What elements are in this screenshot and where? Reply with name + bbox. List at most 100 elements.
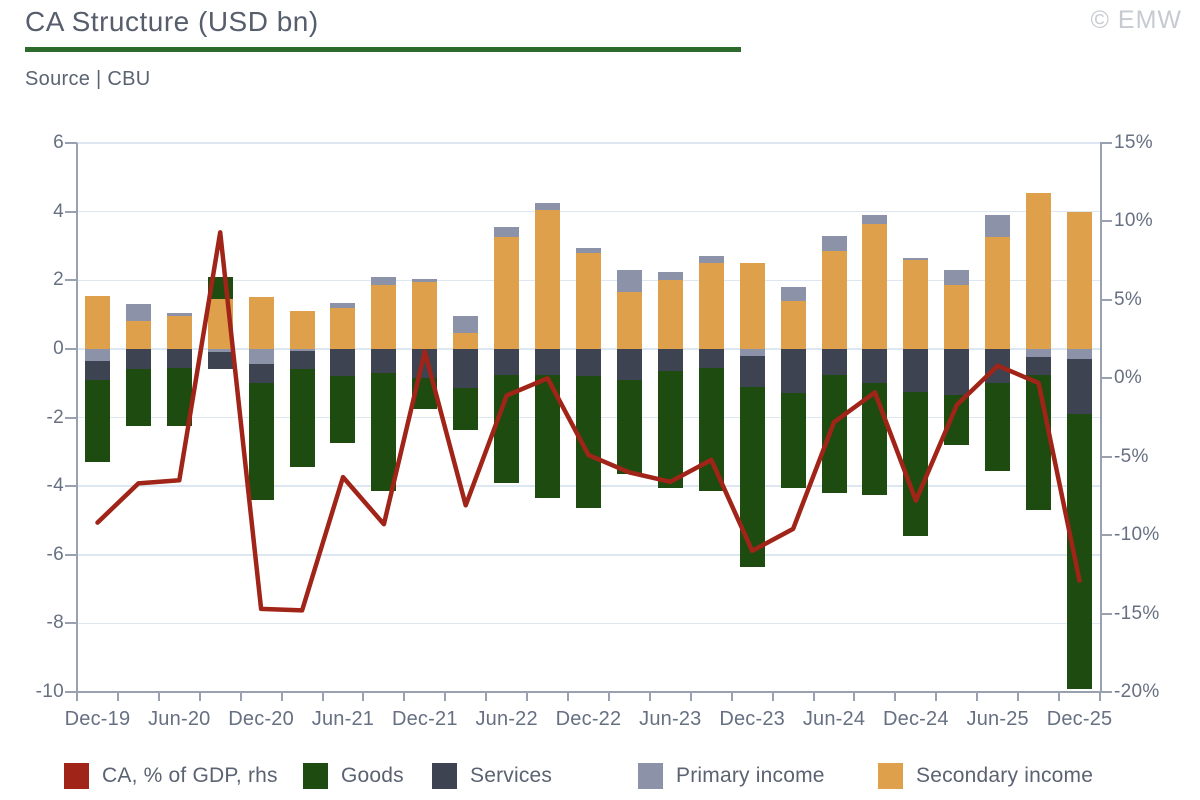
x-axis-tick <box>1058 692 1061 701</box>
x-axis-tick <box>362 692 365 701</box>
right-axis-tick <box>1100 455 1112 458</box>
bar-segment-primary_income <box>862 215 888 224</box>
bar-segment-secondary_income <box>412 281 438 349</box>
right-axis-tick <box>1100 534 1112 537</box>
bar-segment-goods <box>166 367 192 427</box>
x-axis-tick <box>403 692 406 701</box>
left-axis-label: -2 <box>46 406 64 428</box>
bar-segment-secondary_income <box>453 333 479 349</box>
bar-segment-services <box>903 348 929 392</box>
x-axis-label: Dec-25 <box>1046 708 1113 730</box>
bar-segment-secondary_income <box>330 307 356 349</box>
x-axis-label: Jun-24 <box>802 708 866 730</box>
bar-segment-services <box>289 350 315 370</box>
x-axis-tick <box>689 692 692 701</box>
left-axis-tick <box>65 622 77 625</box>
source-label: Source | CBU <box>25 68 151 90</box>
x-axis-tick <box>198 692 201 701</box>
right-axis-tick <box>1100 377 1112 380</box>
bar-segment-goods <box>657 371 683 488</box>
right-axis-line <box>1099 143 1102 692</box>
bar-segment-primary_income <box>657 271 683 281</box>
bar-segment-secondary_income <box>821 251 847 349</box>
x-axis-label: Dec-19 <box>64 708 131 730</box>
bar-segment-goods <box>412 378 438 409</box>
legend-item-label: CA, % of GDP, rhs <box>102 764 278 787</box>
x-axis-tick <box>444 692 447 701</box>
secondary-income-swatch <box>878 763 903 789</box>
bar-segment-services <box>576 348 601 377</box>
x-axis-tick <box>526 692 529 701</box>
title-underline <box>25 47 741 52</box>
bar-segment-primary_income <box>166 312 192 317</box>
bar-segment-services <box>862 348 888 384</box>
bar-segment-goods <box>494 374 520 483</box>
bar-segment-secondary_income <box>494 237 520 349</box>
bar-segment-secondary_income <box>248 297 274 349</box>
bar-segment-goods <box>739 386 765 567</box>
bar-segment-services <box>657 348 683 372</box>
bar-segment-goods <box>985 383 1011 471</box>
bar-segment-goods <box>821 374 847 493</box>
bar-segment-secondary_income <box>903 259 929 349</box>
x-axis-label: Dec-23 <box>719 708 786 730</box>
x-axis-tick <box>157 692 160 701</box>
bar-segment-goods <box>289 369 315 468</box>
bar-segment-goods <box>330 376 356 444</box>
bar-segment-goods <box>207 276 233 300</box>
bar-segment-services <box>494 348 520 375</box>
bar-segment-secondary_income <box>207 299 233 349</box>
bar-segment-secondary_income <box>698 263 724 349</box>
bar-segment-goods <box>576 376 601 509</box>
bar-segment-goods <box>862 383 888 495</box>
bar-segment-primary_income <box>330 302 356 308</box>
right-axis-label: -5% <box>1114 445 1149 467</box>
x-axis-label: Jun-20 <box>148 708 211 730</box>
left-axis-label: 4 <box>53 200 64 222</box>
bar-segment-primary_income <box>1067 348 1093 360</box>
bar-segment-secondary_income <box>289 311 315 349</box>
bar-segment-services <box>821 348 847 375</box>
grid-line <box>77 142 1100 144</box>
bar-segment-secondary_income <box>125 321 151 349</box>
primary-income-swatch <box>638 763 663 789</box>
left-axis-label: 2 <box>53 269 64 291</box>
legend-item-label: Secondary income <box>916 764 1094 787</box>
legend-item-goods: Goods <box>303 763 404 789</box>
bar-segment-services <box>125 348 151 370</box>
bar-segment-goods <box>453 388 479 430</box>
bar-segment-secondary_income <box>535 209 561 349</box>
x-axis-label: Dec-24 <box>883 708 949 730</box>
left-axis-tick <box>65 142 77 144</box>
bar-segment-primary_income <box>84 348 110 361</box>
left-axis-tick <box>65 210 77 213</box>
x-axis-label: Jun-21 <box>311 708 375 730</box>
bar-segment-primary_income <box>453 316 479 334</box>
left-axis-label: -8 <box>46 612 64 634</box>
bar-segment-primary_income <box>412 278 438 282</box>
bar-segment-services <box>944 348 970 396</box>
bar-segment-goods <box>84 379 110 463</box>
bar-segment-goods <box>698 367 724 492</box>
left-axis-tick <box>65 416 77 419</box>
x-axis-tick <box>812 692 815 701</box>
bar-segment-primary_income <box>535 203 561 210</box>
bar-segment-services <box>166 348 192 368</box>
left-axis-label: -4 <box>46 475 64 497</box>
right-axis-tick <box>1100 220 1112 223</box>
bar-segment-goods <box>1067 414 1093 689</box>
x-axis-label: Dec-22 <box>555 708 622 730</box>
bar-segment-secondary_income <box>944 285 970 349</box>
bar-segment-primary_income <box>739 348 765 356</box>
bar-segment-primary_income <box>494 227 520 238</box>
grid-line <box>77 210 1100 213</box>
bar-segment-secondary_income <box>1026 192 1052 349</box>
right-axis-label: 5% <box>1114 288 1143 310</box>
x-axis-tick <box>853 692 856 701</box>
right-axis-tick <box>1100 612 1112 615</box>
x-axis-tick <box>771 692 774 701</box>
copyright-watermark: © EMW <box>1090 6 1182 34</box>
right-axis-tick <box>1100 691 1112 693</box>
x-axis-tick <box>1017 692 1020 701</box>
